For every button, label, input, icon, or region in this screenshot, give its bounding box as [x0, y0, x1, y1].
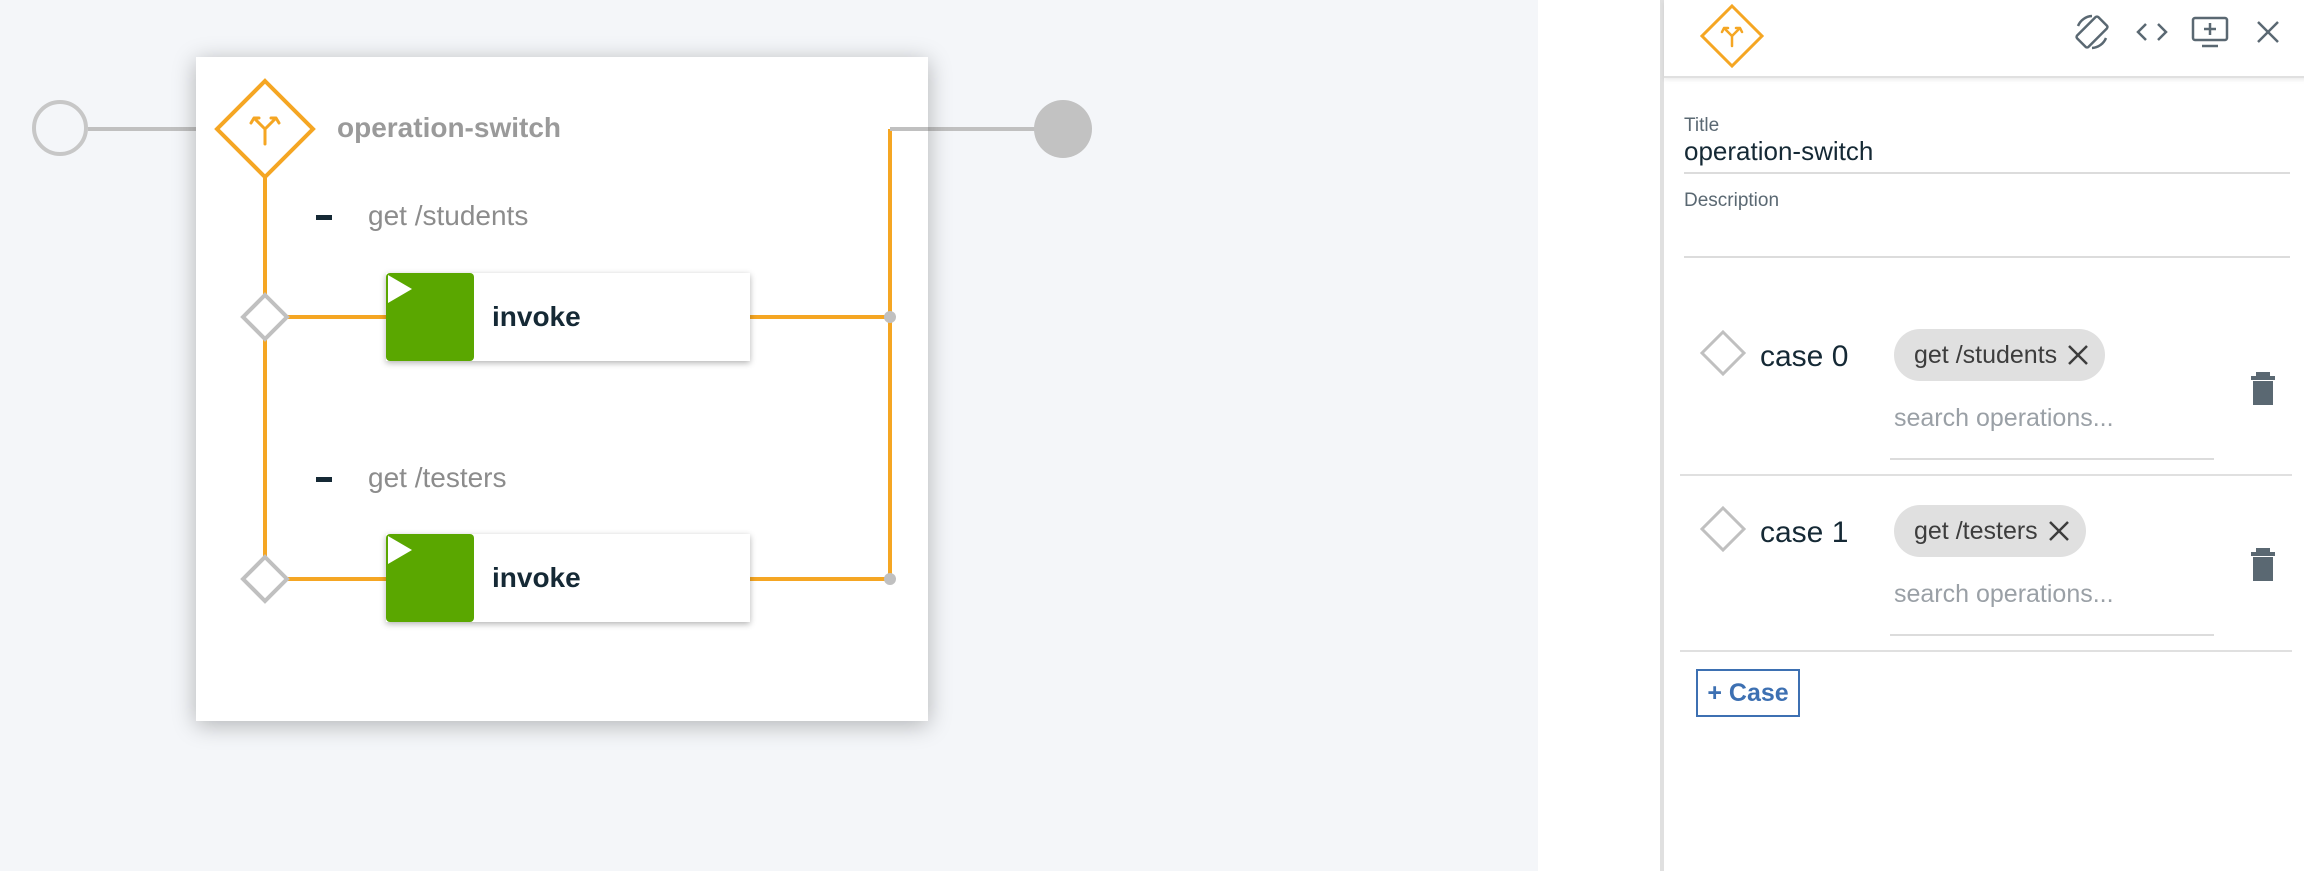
- description-underline: [1684, 256, 2290, 258]
- operation-tag-label: get /testers: [1914, 516, 2038, 545]
- case-label: get /testers: [368, 462, 507, 493]
- remove-tag-icon[interactable]: [2063, 340, 2093, 370]
- collapse-case-icon[interactable]: [316, 215, 332, 220]
- play-icon: [386, 534, 474, 622]
- remove-tag-icon[interactable]: [2044, 516, 2074, 546]
- invoke-node[interactable]: invoke: [386, 534, 750, 622]
- connector-line: [88, 127, 222, 131]
- case-divider: [1680, 650, 2292, 652]
- add-case-button[interactable]: + Case: [1696, 669, 1800, 717]
- switch-branch-lines: [214, 78, 928, 604]
- switch-icon: [1699, 3, 1765, 69]
- rotate-icon[interactable]: [2068, 8, 2116, 56]
- case-diamond-icon: [1699, 505, 1747, 553]
- search-underline: [1890, 634, 2214, 636]
- close-icon[interactable]: [2244, 8, 2292, 56]
- play-icon: [386, 273, 474, 361]
- switch-node-title: operation-switch: [337, 112, 562, 143]
- delete-case-icon[interactable]: [2246, 368, 2282, 408]
- case-label: get /students: [368, 200, 529, 231]
- description-field[interactable]: [1684, 214, 2290, 254]
- case-diamond-icon: [1699, 329, 1747, 377]
- code-icon[interactable]: [2128, 8, 2176, 56]
- invoke-label: invoke: [492, 562, 581, 593]
- add-screen-icon[interactable]: [2186, 8, 2234, 56]
- operation-tag: get /testers: [1894, 505, 2086, 557]
- case-name: case 1: [1760, 516, 1849, 549]
- collapse-case-icon[interactable]: [316, 477, 332, 482]
- switch-node-card[interactable]: operation-switch get /students invoke ge…: [196, 57, 928, 721]
- flow-start-node[interactable]: [32, 100, 88, 156]
- title-label: Title: [1684, 115, 1720, 136]
- title-field[interactable]: operation-switch: [1684, 136, 1874, 166]
- title-underline: [1684, 172, 2290, 174]
- case-name: case 0: [1760, 340, 1849, 373]
- search-operations-input[interactable]: [1894, 580, 2194, 609]
- search-underline: [1890, 458, 2214, 460]
- panel-header: [1664, 0, 2304, 78]
- invoke-node[interactable]: invoke: [386, 273, 750, 361]
- flow-canvas[interactable]: operation-switch get /students invoke ge…: [0, 0, 1538, 871]
- description-label: Description: [1684, 190, 1780, 211]
- properties-panel: Title operation-switch Description case …: [1660, 0, 2304, 871]
- connector-line: [890, 127, 1036, 131]
- case-divider: [1680, 474, 2292, 476]
- canvas-margin: [1538, 0, 1660, 871]
- operation-tag-label: get /students: [1914, 340, 2058, 369]
- search-operations-input[interactable]: [1894, 404, 2194, 433]
- delete-case-icon[interactable]: [2246, 544, 2282, 584]
- operation-tag: get /students: [1894, 329, 2106, 381]
- invoke-label: invoke: [492, 301, 581, 332]
- flow-end-node[interactable]: [1034, 100, 1092, 158]
